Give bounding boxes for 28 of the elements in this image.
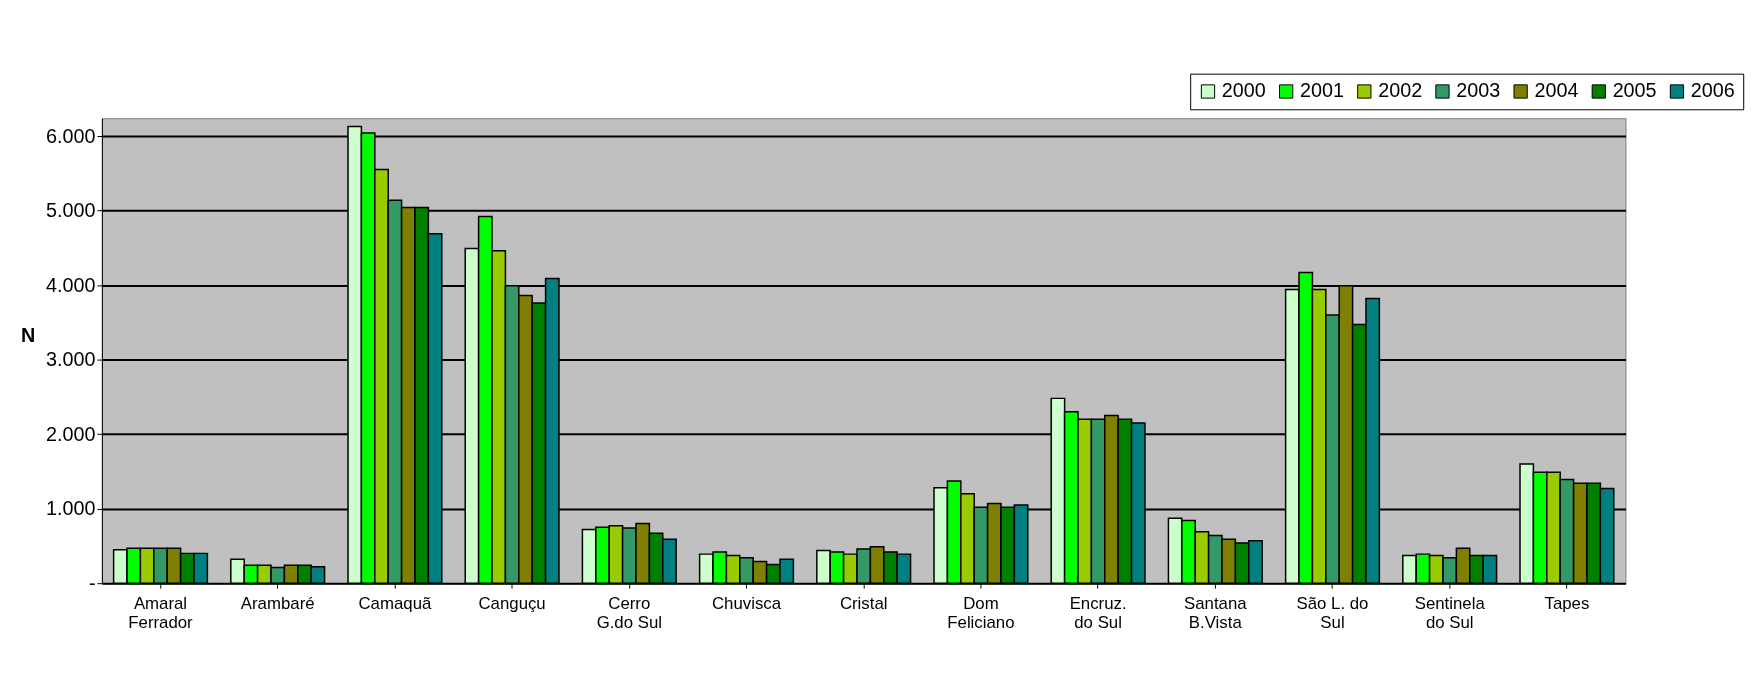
x-tick-label: Chuvisca <box>711 594 782 614</box>
x-tick-label: Arambaré <box>240 594 315 614</box>
x-tick-label: Cerro G.do Sul <box>596 594 662 633</box>
legend-label: 2002 <box>1378 79 1423 102</box>
x-tick-label: Camaquã <box>358 594 432 614</box>
legend-label: 2001 <box>1300 79 1344 102</box>
y-tick-label: 6.000 <box>46 124 96 147</box>
x-tick-label: Dom Feliciano <box>947 594 1015 633</box>
y-tick-label: 1.000 <box>46 497 96 520</box>
x-tick-label: Canguçu <box>478 594 546 614</box>
legend-label: 2000 <box>1221 79 1266 102</box>
x-tick-label: Cristal <box>839 594 888 614</box>
x-tick-label: Amaral Ferrador <box>128 594 194 633</box>
x-tick-label: Tapes <box>1544 594 1590 614</box>
x-tick-label: Santana B.Vista <box>1184 594 1248 633</box>
x-tick-label: São L. do Sul <box>1296 594 1369 633</box>
legend-label: 2003 <box>1456 79 1501 102</box>
y-tick-label: - <box>88 571 96 594</box>
y-tick-label: 2.000 <box>46 422 96 445</box>
x-tick-label: Encruz. do Sul <box>1069 594 1127 633</box>
y-tick-label: 4.000 <box>46 273 96 296</box>
y-axis-title: N <box>21 324 36 347</box>
legend-label: 2006 <box>1690 79 1735 102</box>
y-tick-label: 5.000 <box>46 199 96 222</box>
legend-label: 2005 <box>1612 79 1657 102</box>
legend-label: 2004 <box>1534 79 1579 102</box>
y-tick-label: 3.000 <box>46 348 96 371</box>
x-tick-label: Sentinela do Sul <box>1414 594 1486 633</box>
